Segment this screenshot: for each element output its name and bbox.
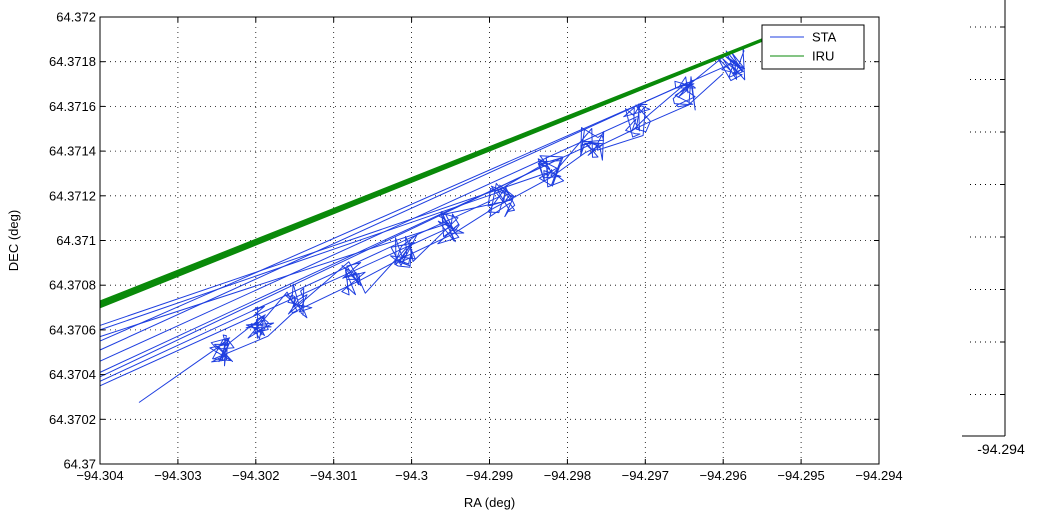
legend: STA IRU xyxy=(761,24,865,70)
sta-lower-path xyxy=(213,73,724,360)
sta-trace-line xyxy=(99,116,638,362)
legend-box xyxy=(761,24,865,70)
x-tick-label: −94.304 xyxy=(76,468,123,483)
right-panel-tick-label: -94.294 xyxy=(977,441,1025,457)
y-tick-label: 64.372 xyxy=(56,10,96,25)
series-sta xyxy=(99,46,746,403)
y-tick-label: 64.3712 xyxy=(49,188,96,203)
y-tick-label: 64.3718 xyxy=(49,54,96,69)
x-tick-label: −94.294 xyxy=(855,468,902,483)
sta-trace-line xyxy=(99,83,685,351)
x-tick-label: −94.299 xyxy=(466,468,513,483)
x-tick-label: −94.302 xyxy=(232,468,279,483)
x-tick-label: −94.303 xyxy=(154,468,201,483)
legend-label-sta: STA xyxy=(812,30,837,45)
y-tick-label: 64.3708 xyxy=(49,278,96,293)
y-tick-label: 64.371 xyxy=(56,233,96,248)
sta-trace-line xyxy=(99,170,552,326)
iru-line xyxy=(99,36,767,303)
y-tick-label: 64.3704 xyxy=(49,367,96,382)
main-plot: −94.304 −94.303 −94.302 −94.301 −94.3 −94.299… xyxy=(6,10,903,511)
sta-jitter-path xyxy=(138,46,746,403)
x-tick-labels: −94.304 −94.303 −94.302 −94.301 −94.3 −94.299… xyxy=(76,468,902,483)
series-iru xyxy=(99,36,767,309)
x-tick-label: −94.298 xyxy=(544,468,591,483)
y-tick-labels: 64.3764.370264.370464.370664.370864.3716… xyxy=(49,10,96,472)
y-tick-label: 64.3706 xyxy=(49,322,96,337)
y-tick-label: 64.3714 xyxy=(49,144,96,159)
sta-trace-line xyxy=(99,195,502,382)
y-tick-label: 64.3702 xyxy=(49,412,96,427)
sta-trace-line xyxy=(99,190,502,331)
right-panel-partial-axis: -94.294 xyxy=(962,0,1025,457)
axis-ticks xyxy=(99,16,880,465)
y-tick-label: 64.37 xyxy=(63,457,96,472)
sta-trace-line xyxy=(99,222,451,338)
x-tick-label: −94.3 xyxy=(395,468,428,483)
sta-trace-line xyxy=(99,161,553,378)
right-panel-grid-ticks xyxy=(970,26,1005,395)
x-tick-label: −94.296 xyxy=(700,468,747,483)
sta-trace-line xyxy=(99,143,591,373)
x-tick-label: −94.297 xyxy=(622,468,669,483)
x-axis-label: RA (deg) xyxy=(464,495,515,510)
x-tick-label: −94.295 xyxy=(777,468,824,483)
plot-area xyxy=(100,17,879,464)
y-tick-label: 64.3716 xyxy=(49,99,96,114)
legend-label-iru: IRU xyxy=(812,49,834,64)
y-axis-label: DEC (deg) xyxy=(6,210,21,271)
x-tick-label: −94.301 xyxy=(310,468,357,483)
